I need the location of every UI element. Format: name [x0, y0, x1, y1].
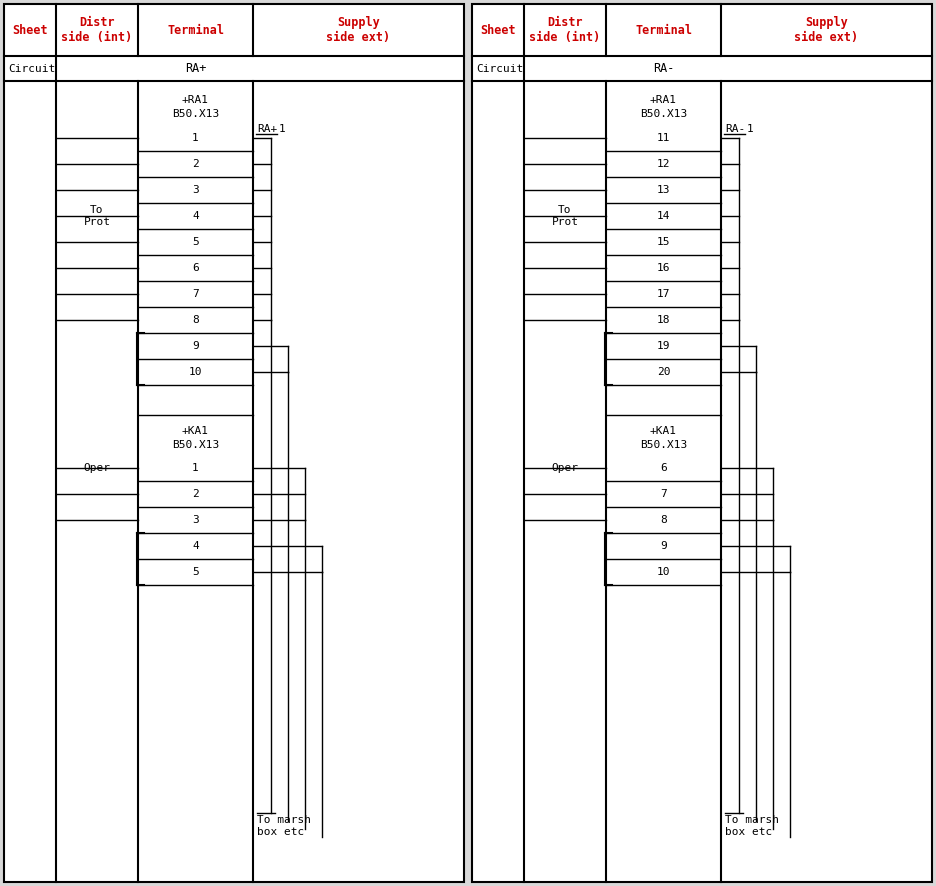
Text: Distr
side (int): Distr side (int): [62, 16, 133, 44]
Text: RA-: RA-: [725, 124, 745, 134]
Text: Oper: Oper: [551, 463, 578, 473]
Text: 3: 3: [192, 515, 198, 525]
Text: 9: 9: [660, 541, 666, 551]
Text: Terminal: Terminal: [635, 24, 692, 36]
Text: 1: 1: [192, 133, 198, 143]
Text: RA+: RA+: [257, 124, 277, 134]
Text: 18: 18: [657, 315, 670, 325]
Text: 5: 5: [192, 567, 198, 577]
Text: Circuit: Circuit: [476, 64, 523, 74]
Text: B50.X13: B50.X13: [640, 109, 687, 119]
Text: B50.X13: B50.X13: [172, 109, 219, 119]
Text: Distr
side (int): Distr side (int): [530, 16, 601, 44]
Text: 10: 10: [189, 367, 202, 377]
Text: Terminal: Terminal: [167, 24, 224, 36]
Text: 7: 7: [660, 489, 666, 499]
Text: 10: 10: [657, 567, 670, 577]
Text: 1: 1: [279, 124, 285, 134]
Text: 5: 5: [192, 237, 198, 247]
Text: +KA1: +KA1: [650, 426, 677, 436]
Text: Supply
side ext): Supply side ext): [795, 16, 858, 44]
Text: +RA1: +RA1: [182, 95, 209, 105]
Text: 7: 7: [192, 289, 198, 299]
Text: To
Prot: To Prot: [83, 206, 110, 227]
Text: 8: 8: [660, 515, 666, 525]
Text: 9: 9: [192, 341, 198, 351]
Text: Sheet: Sheet: [480, 24, 516, 36]
Text: To marsh
box etc: To marsh box etc: [725, 815, 779, 836]
Text: B50.X13: B50.X13: [640, 440, 687, 450]
Text: 19: 19: [657, 341, 670, 351]
Text: 3: 3: [192, 185, 198, 195]
Text: 4: 4: [192, 541, 198, 551]
Text: 14: 14: [657, 211, 670, 221]
Bar: [472, 4, 932, 882]
Text: Oper: Oper: [83, 463, 110, 473]
Text: 2: 2: [192, 489, 198, 499]
Text: +KA1: +KA1: [182, 426, 209, 436]
Text: 16: 16: [657, 263, 670, 273]
Text: RA-: RA-: [652, 62, 674, 75]
Text: RA+: RA+: [184, 62, 206, 75]
Text: To
Prot: To Prot: [551, 206, 578, 227]
Text: +RA1: +RA1: [650, 95, 677, 105]
Text: B50.X13: B50.X13: [172, 440, 219, 450]
Text: 6: 6: [192, 263, 198, 273]
Text: 6: 6: [660, 463, 666, 473]
Text: Supply
side ext): Supply side ext): [327, 16, 390, 44]
Text: 13: 13: [657, 185, 670, 195]
Text: To marsh
box etc: To marsh box etc: [257, 815, 311, 836]
Text: 1: 1: [192, 463, 198, 473]
Text: 8: 8: [192, 315, 198, 325]
Text: 15: 15: [657, 237, 670, 247]
Bar: [4, 4, 464, 882]
Text: Circuit: Circuit: [8, 64, 55, 74]
Text: 17: 17: [657, 289, 670, 299]
Text: 1: 1: [747, 124, 753, 134]
Text: 4: 4: [192, 211, 198, 221]
Text: 2: 2: [192, 159, 198, 169]
Text: 20: 20: [657, 367, 670, 377]
Text: Sheet: Sheet: [12, 24, 48, 36]
Text: 12: 12: [657, 159, 670, 169]
Text: 11: 11: [657, 133, 670, 143]
